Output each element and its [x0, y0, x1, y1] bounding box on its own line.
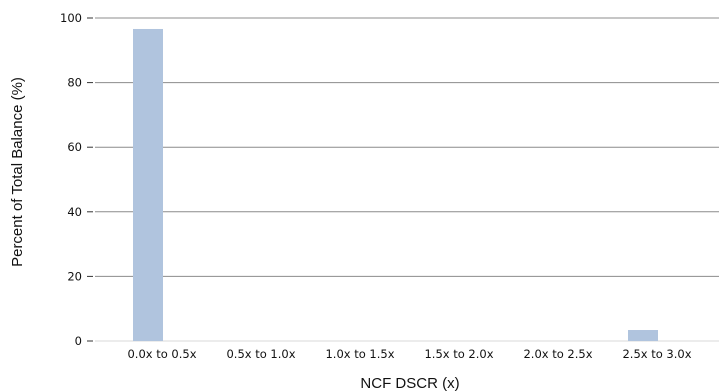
y-tick-label-20: 20	[67, 269, 82, 283]
y-tick-label-80: 80	[67, 76, 82, 90]
x-tick-label-0: 0.0x to 0.5x	[127, 347, 196, 361]
bar-0	[133, 28, 163, 342]
x-tick-label-4: 2.0x to 2.5x	[523, 347, 592, 361]
x-tick-label-3: 1.5x to 2.0x	[424, 347, 493, 361]
x-tick-label-5: 2.5x to 3.0x	[622, 347, 691, 361]
x-axis-ticks: 0.0x to 0.5x 0.5x to 1.0x 1.0x to 1.5x 1.5x…	[127, 347, 691, 361]
y-axis-title: Percent of Total Balance (%)	[9, 77, 26, 267]
y-axis-ticks: 0 20 40 60 80 100	[60, 11, 93, 348]
y-tick-label-100: 100	[60, 11, 82, 25]
bars	[133, 28, 658, 342]
y-tick-label-0: 0	[75, 334, 82, 348]
x-axis-title: NCF DSCR (x)	[360, 375, 459, 392]
bar-5	[628, 330, 658, 341]
y-tick-label-40: 40	[67, 205, 82, 219]
y-tick-label-60: 60	[67, 140, 82, 154]
x-tick-label-2: 1.0x to 1.5x	[325, 347, 394, 361]
gridlines	[95, 17, 719, 342]
x-tick-label-1: 0.5x to 1.0x	[226, 347, 295, 361]
